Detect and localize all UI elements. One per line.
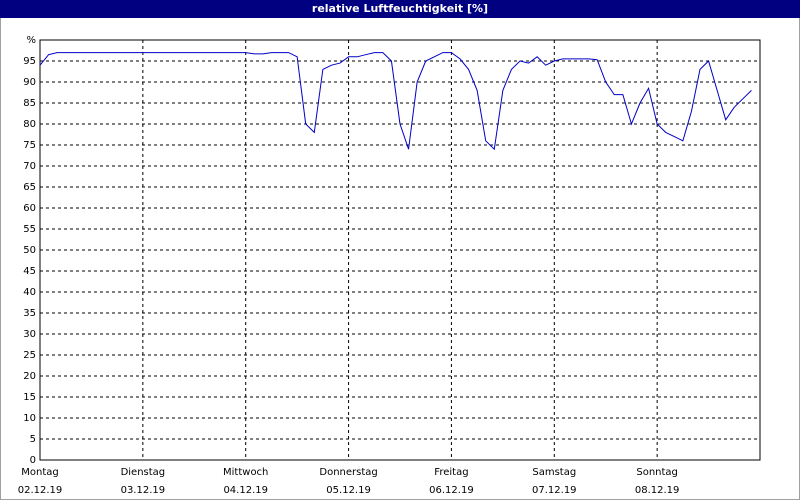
x-tick-date: 02.12.19: [18, 485, 63, 496]
y-tick-label: 30: [23, 329, 36, 340]
x-tick-date: 04.12.19: [223, 485, 268, 496]
x-tick-date: 08.12.19: [635, 485, 680, 496]
y-tick-label: 65: [23, 182, 36, 193]
plot-frame: [39, 39, 761, 461]
y-tick-label: 95: [23, 56, 36, 67]
x-tick-date: 07.12.19: [532, 485, 577, 496]
x-tick-label: Donnerstag: [319, 467, 377, 478]
data-line: [39, 52, 752, 151]
y-tick-label: 80: [23, 119, 36, 130]
x-tick-date: 03.12.19: [121, 485, 166, 496]
x-tick-date: 05.12.19: [326, 485, 371, 496]
x-tick-label: Sonntag: [636, 467, 678, 478]
y-tick-label: %: [26, 35, 36, 46]
x-tick-label: Dienstag: [121, 467, 166, 478]
y-tick-label: 5: [30, 434, 36, 445]
chart-title: relative Luftfeuchtigkeit [%]: [312, 2, 488, 15]
x-tick-label: Samstag: [532, 467, 576, 478]
y-tick-label: 35: [23, 308, 36, 319]
y-tick-label: 90: [23, 77, 36, 88]
y-tick-label: 15: [23, 392, 36, 403]
y-tick-label: 45: [23, 266, 36, 277]
y-tick-label: 75: [23, 140, 36, 151]
y-tick-label: 70: [23, 161, 36, 172]
y-tick-label: 85: [23, 98, 36, 109]
y-tick-label: 0: [30, 455, 36, 466]
y-tick-label: 20: [23, 371, 36, 382]
title-bar: [0, 0, 800, 18]
x-tick-label: Mittwoch: [223, 467, 268, 478]
x-tick-date: 06.12.19: [429, 485, 474, 496]
y-tick-label: 40: [23, 287, 36, 298]
y-tick-label: 55: [23, 224, 36, 235]
y-tick-label: 60: [23, 203, 36, 214]
x-tick-label: Montag: [21, 467, 58, 478]
y-tick-label: 25: [23, 350, 36, 361]
x-tick-label: Freitag: [434, 467, 468, 478]
y-tick-label: 50: [23, 245, 36, 256]
y-tick-label: 10: [23, 413, 36, 424]
